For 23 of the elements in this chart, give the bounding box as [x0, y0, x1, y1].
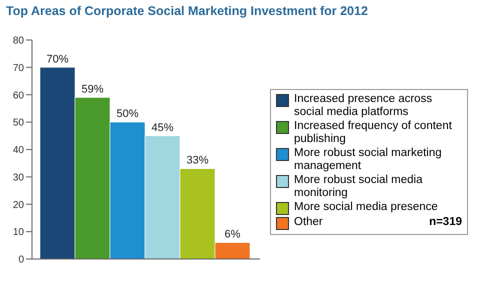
chart-title: Top Areas of Corporate Social Marketing Investment for 2012 [5, 3, 369, 20]
legend-label: More robust social media monitoring [294, 174, 424, 200]
data-label: 59% [81, 83, 104, 96]
legend-label: More social media presence [294, 201, 439, 214]
data-label: 50% [116, 108, 139, 120]
y-tick-label: 70 [12, 62, 24, 74]
legend-label: More robust social marketing management [294, 147, 443, 173]
data-label: 6% [224, 228, 241, 241]
y-tick-label: 40 [12, 145, 24, 156]
legend-label: Increased frequency of content publishing [294, 120, 453, 146]
data-label: 70% [46, 53, 69, 66]
y-tick-label: 60 [12, 90, 24, 102]
y-tick-label: 80 [12, 36, 24, 47]
y-tick-label: 30 [12, 172, 24, 184]
y-tick-label: 20 [12, 200, 24, 211]
y-tick-label: 50 [12, 118, 24, 129]
data-label: 33% [186, 154, 209, 167]
y-tick-label: 0 [18, 254, 24, 266]
legend-label: Other [294, 216, 324, 229]
text: n=319 [429, 216, 462, 229]
data-label: 45% [151, 122, 174, 134]
legend-label: Increased presence across social media platforms [294, 93, 434, 119]
y-tick-label: 10 [12, 227, 24, 238]
